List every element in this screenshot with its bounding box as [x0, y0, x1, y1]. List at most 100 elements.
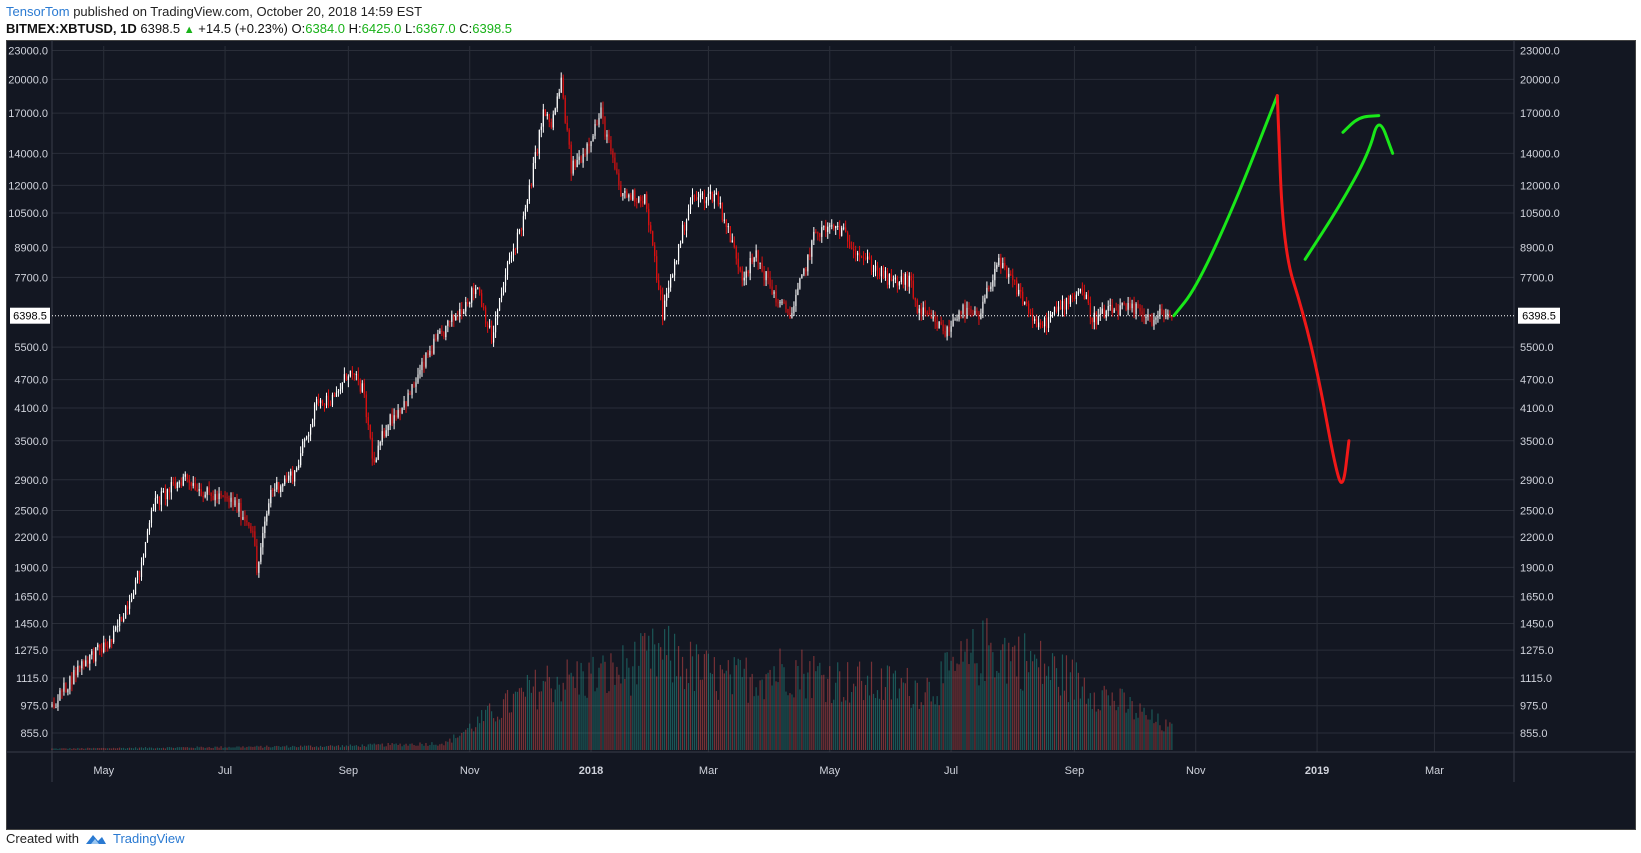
tradingview-brand-link[interactable]: TradingView — [112, 831, 185, 846]
volume-bar — [797, 665, 799, 750]
candle-body — [377, 445, 379, 460]
candle-body — [335, 392, 338, 397]
volume-bar — [602, 655, 604, 750]
volume-bar — [136, 748, 139, 750]
volume-bar — [968, 664, 970, 750]
volume-bar — [421, 743, 423, 750]
volume-bar — [1065, 655, 1068, 750]
y-tick-label-left: 1650.0 — [14, 592, 48, 604]
volume-bar — [1071, 659, 1074, 750]
volume-bar — [1161, 730, 1163, 750]
volume-bar — [677, 646, 680, 750]
candle-body — [1057, 306, 1060, 312]
candle-body — [811, 240, 813, 257]
volume-bar — [1113, 700, 1115, 750]
volume-bar — [1141, 711, 1143, 750]
candle-body — [940, 321, 942, 325]
volume-bar — [1085, 703, 1087, 750]
volume-bar — [256, 745, 258, 750]
volume-bar — [1030, 651, 1032, 750]
y-tick-label-left: 23000.0 — [8, 45, 48, 57]
candle-body — [182, 476, 184, 486]
volume-bar — [753, 696, 755, 750]
candle-body — [691, 194, 694, 201]
candle-body — [755, 250, 757, 258]
candle-body — [584, 153, 586, 155]
volume-bar — [121, 747, 123, 750]
candle-body — [252, 531, 254, 533]
candle-body — [960, 311, 962, 314]
volume-bar — [540, 691, 542, 750]
candle-body — [1028, 303, 1030, 314]
y-tick-label-right: 10500.0 — [1520, 208, 1560, 220]
candle-body — [990, 286, 992, 289]
volume-bar — [180, 747, 182, 750]
candle-body — [662, 294, 664, 320]
volume-bar — [423, 745, 425, 750]
candle-body — [1012, 275, 1014, 281]
candle-body — [391, 414, 393, 424]
candle-body — [596, 124, 598, 126]
candle-body — [256, 545, 258, 573]
volume-bar — [298, 747, 300, 750]
price-chart[interactable]: 23000.0 23000.0 20000.0 20000.0 17000.0 17000… — [6, 40, 1636, 830]
volume-bar — [735, 665, 737, 750]
candle-body — [1000, 257, 1002, 269]
candle-body — [341, 382, 344, 390]
candle-body — [542, 109, 544, 127]
candle-body — [888, 273, 891, 285]
volume-bar — [938, 705, 940, 750]
candle-body — [884, 270, 887, 279]
volume-bar — [723, 673, 725, 750]
candle-body — [343, 374, 345, 383]
candle-body — [405, 401, 407, 407]
volume-bar — [673, 633, 676, 750]
candle-body — [996, 265, 998, 269]
volume-bar — [278, 746, 280, 750]
candle-body — [111, 639, 113, 642]
volume-bar — [1034, 654, 1036, 750]
volume-bar — [97, 747, 99, 750]
candle-body — [198, 489, 200, 491]
candle-body — [180, 482, 182, 486]
candle-body — [558, 92, 560, 97]
candle-body — [982, 301, 984, 314]
x-tick-label: May — [819, 765, 840, 777]
candle-body — [61, 690, 63, 692]
volume-bar — [656, 676, 658, 750]
author-link[interactable]: TensorTom — [6, 4, 70, 19]
volume-bar — [115, 748, 117, 750]
candle-body — [767, 271, 769, 278]
chart-container[interactable]: 23000.0 23000.0 20000.0 20000.0 17000.0 17000… — [6, 40, 1636, 830]
volume-bar — [218, 747, 220, 750]
volume-bar — [1121, 688, 1123, 750]
y-tick-label-right: 2500.0 — [1520, 506, 1554, 518]
red-drawing-path — [1275, 94, 1351, 484]
candle-body — [500, 293, 503, 299]
volume-bar — [693, 691, 696, 750]
candle-body — [262, 533, 264, 548]
volume-bar — [105, 748, 107, 750]
symbol-name[interactable]: BITMEX:XBTUSD, 1D — [6, 21, 137, 36]
green-drawing-path — [1341, 114, 1381, 134]
candle-body — [860, 256, 863, 258]
candle-body — [1095, 312, 1097, 325]
volume-bar — [439, 744, 441, 750]
candle-body — [441, 330, 443, 332]
candle-body — [1111, 305, 1113, 313]
volume-bar — [944, 652, 946, 750]
volume-bar — [550, 688, 552, 750]
volume-bar — [1091, 708, 1093, 750]
candle-body — [451, 314, 453, 322]
candle-body — [626, 190, 628, 198]
volume-bar — [1008, 642, 1010, 750]
candle-body — [463, 311, 465, 314]
volume-bar — [89, 747, 91, 750]
candle-body — [307, 434, 310, 437]
candle-body — [799, 278, 801, 289]
candle-body — [701, 193, 704, 195]
volume-bar — [200, 746, 202, 750]
candle-body — [747, 271, 749, 274]
candle-body — [1010, 273, 1012, 276]
candle-body — [288, 475, 290, 481]
